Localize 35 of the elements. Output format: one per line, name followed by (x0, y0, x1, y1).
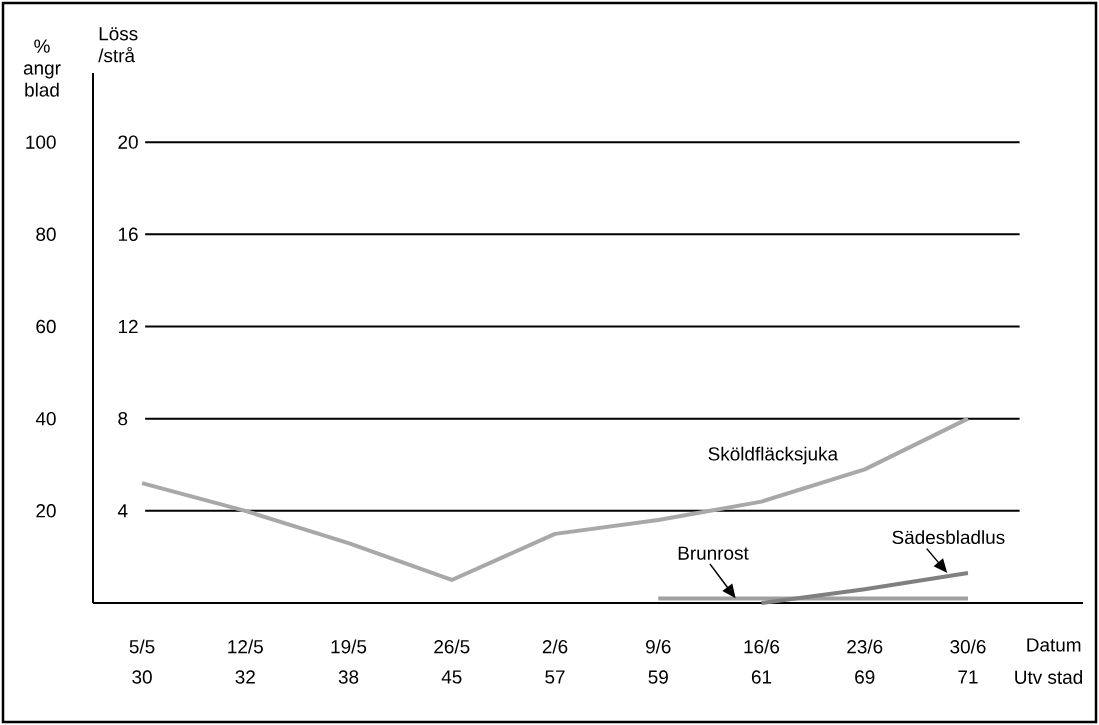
y2-tick-label: 20 (118, 135, 138, 149)
x-tick-label: 5/5 (129, 639, 155, 654)
x-tick-label: 12/5 (228, 639, 263, 654)
text: 69 (855, 670, 875, 684)
x-tick-label: 19/5 (331, 639, 367, 654)
text: 32 (235, 670, 255, 684)
y2-tick-label: 4 (117, 504, 128, 518)
text: 30 (132, 670, 152, 684)
text: 59 (648, 670, 668, 684)
x-tick-label: 23/6 (847, 639, 883, 654)
text: Sädesbladlus (892, 530, 1005, 545)
x-tick-label: 9/6 (646, 639, 671, 654)
y2-tick-label: 12 (118, 319, 138, 334)
text: 61 (751, 670, 772, 684)
x-axis-title: Datum (1027, 638, 1081, 652)
y-tick-label: 20 (36, 504, 56, 518)
text: 38 (338, 670, 359, 684)
y-tick-label: 80 (36, 227, 56, 241)
text: 71 (958, 670, 978, 684)
y-axis-title: % angr blad (23, 39, 61, 97)
y2-axis-title: Löss /strå (98, 27, 138, 63)
text: 45 (441, 670, 462, 684)
text: Utv stad (1015, 670, 1082, 684)
x-tick-label: 26/5 (434, 639, 470, 654)
y2-tick-label: 8 (118, 411, 128, 426)
text: Brunrost (678, 546, 749, 560)
y2-tick-label: 16 (118, 227, 138, 241)
x-tick-label: 30/6 (950, 639, 986, 654)
y-tick-label: 40 (35, 411, 56, 426)
y-tick-label: 100 (26, 135, 56, 149)
text: 57 (545, 670, 565, 684)
series-label: Sköldfläcksjuka (708, 446, 839, 465)
x-tick-label: 2/6 (542, 639, 568, 654)
y-tick-label: 60 (36, 319, 56, 334)
x-tick-label: 16/6 (744, 639, 780, 654)
